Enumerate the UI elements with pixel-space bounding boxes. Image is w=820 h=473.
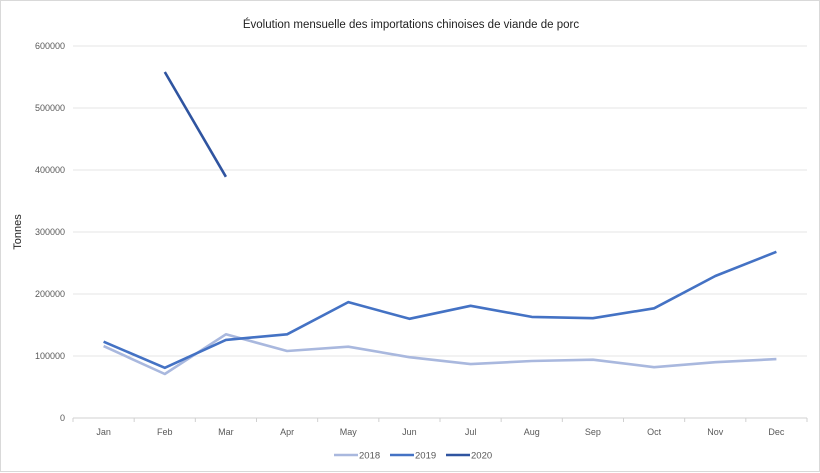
y-tick-label: 0 <box>60 413 65 423</box>
series-line-2019 <box>103 250 777 370</box>
y-tick-label: 600000 <box>35 41 65 51</box>
legend: 2018 2019 2020 <box>334 451 492 462</box>
x-tick-label: Oct <box>647 427 662 437</box>
x-tick-label: Dec <box>768 427 785 437</box>
legend-label-2019: 2019 <box>415 451 436 462</box>
x-tick-label: Jun <box>402 427 417 437</box>
x-tick-label: Nov <box>707 427 724 437</box>
y-tick-label: 200000 <box>35 289 65 299</box>
x-tick-label: Mar <box>218 427 234 437</box>
x-tick-label: May <box>340 427 358 437</box>
x-tick-label: Jul <box>465 427 477 437</box>
y-tick-label: 100000 <box>35 351 65 361</box>
legend-label-2018: 2018 <box>359 451 380 462</box>
x-tick-label: Apr <box>280 427 294 437</box>
y-tick-label: 300000 <box>35 227 65 237</box>
series-line-2020 <box>163 71 228 178</box>
series-line-2018 <box>103 333 777 376</box>
x-tick-label: Aug <box>524 427 540 437</box>
x-tick-label: Feb <box>157 427 173 437</box>
y-tick-label: 500000 <box>35 103 65 113</box>
legend-label-2020: 2020 <box>471 451 492 462</box>
y-axis-label: Tonnes <box>12 214 24 250</box>
chart-title: Évolution mensuelle des importations chi… <box>243 18 580 31</box>
x-tick-label: Jan <box>96 427 111 437</box>
x-tick-label: Sep <box>585 427 601 437</box>
y-tick-label: 400000 <box>35 165 65 175</box>
